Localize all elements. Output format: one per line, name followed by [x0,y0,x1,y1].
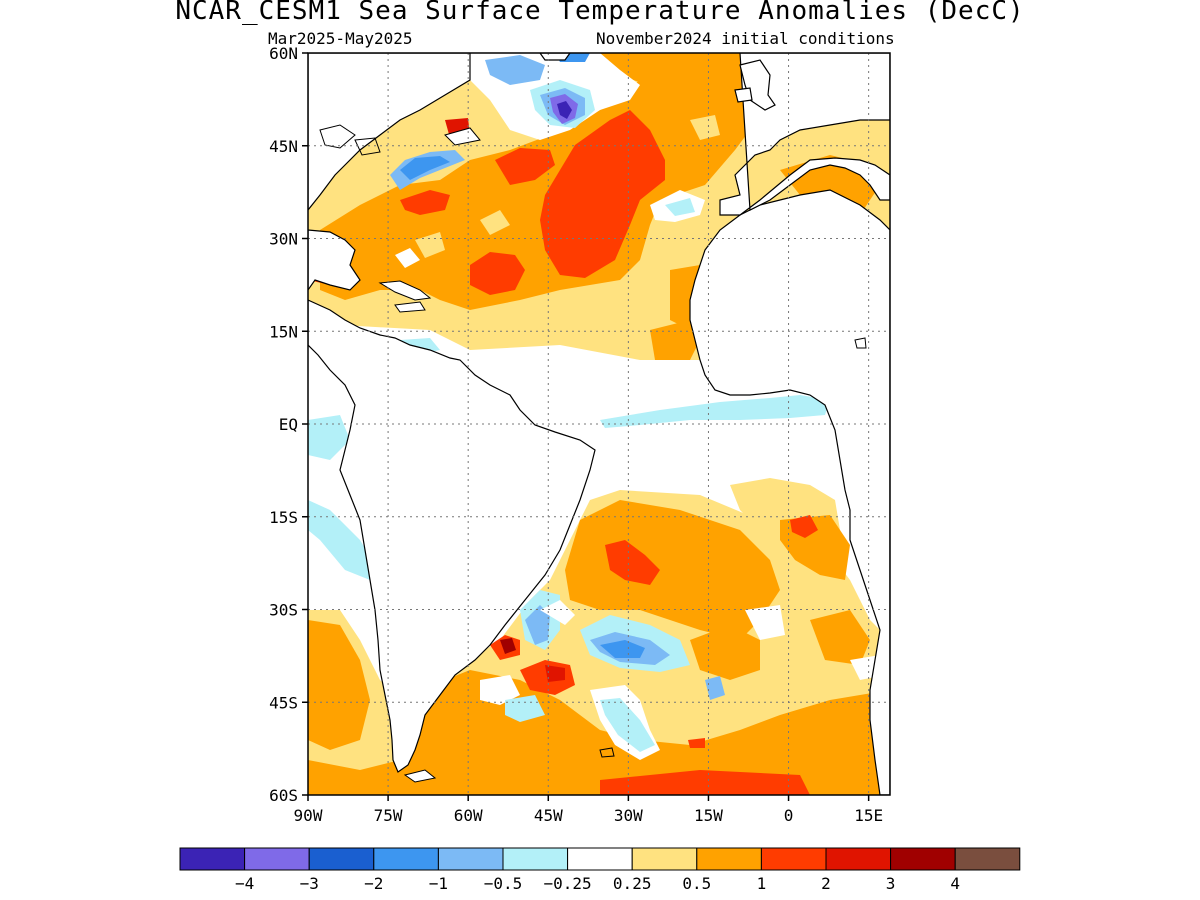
colorbar-swatch [954,847,1021,871]
lat-tick-label: 45N [269,137,298,156]
colorbar-swatch [308,847,375,871]
colorbar-swatch [825,847,892,871]
lon-tick-label: 75W [374,806,403,825]
map-frame [307,52,891,796]
lon-tick-label: 45W [534,806,563,825]
colorbar-label: −0.25 [544,874,592,893]
latitude-labels: 60N 45N 30N 15N EQ 15S 30S 45S 60S [269,44,298,805]
forecast-period: Mar2025-May2025 [268,29,413,48]
lat-tick-label: 45S [269,693,298,712]
colorbar-label: −0.5 [484,874,523,893]
colorbar-swatch [890,847,956,871]
colorbar-label: −2 [364,874,383,893]
colorbar-label: −1 [429,874,448,893]
colorbar-swatch [373,847,439,871]
colorbar-label: 3 [886,874,896,893]
colorbar-label: 2 [821,874,831,893]
lat-tick-label: 60S [269,786,298,805]
lon-tick-label: 0 [784,806,794,825]
lat-tick-label: 15N [269,322,298,341]
colorbar-swatch [502,847,569,871]
lat-tick-label: 60N [269,44,298,63]
initial-conditions: November2024 initial conditions [596,29,895,48]
colorbar-swatch [760,847,827,871]
lat-tick-label: 30N [269,230,298,249]
colorbar-label: 1 [757,874,767,893]
colorbar-swatch [437,847,504,871]
colorbar-label: 0.25 [613,874,652,893]
lon-tick-label: 90W [294,806,323,825]
colorbar-swatch [179,847,246,871]
graticule [302,52,890,801]
lon-tick-label: 15E [854,806,883,825]
color-legend: −4 −3 −2 −1 −0.5 −0.25 0.25 0.5 1 2 3 4 [179,847,1021,893]
colorbar-label: 4 [950,874,960,893]
landmasses [308,53,890,795]
longitude-labels: 90W 75W 60W 45W 30W 15W 0 15E [294,806,884,825]
chart-title: NCAR_CESM1 Sea Surface Temperature Anoma… [175,0,1025,26]
lat-tick-label: 15S [269,508,298,527]
lon-tick-label: 15W [694,806,723,825]
colorbar-swatch [244,847,310,871]
lon-tick-label: 30W [614,806,643,825]
colorbar-swatch [567,847,633,871]
lat-tick-label: 30S [269,601,298,620]
colorbar-label: 0.5 [682,874,711,893]
colorbar-label: −4 [235,874,254,893]
lon-tick-label: 60W [454,806,483,825]
lat-tick-label: EQ [279,415,298,434]
colorbar-label: −3 [300,874,319,893]
colorbar-swatch [631,847,698,871]
colorbar-swatch [696,847,762,871]
